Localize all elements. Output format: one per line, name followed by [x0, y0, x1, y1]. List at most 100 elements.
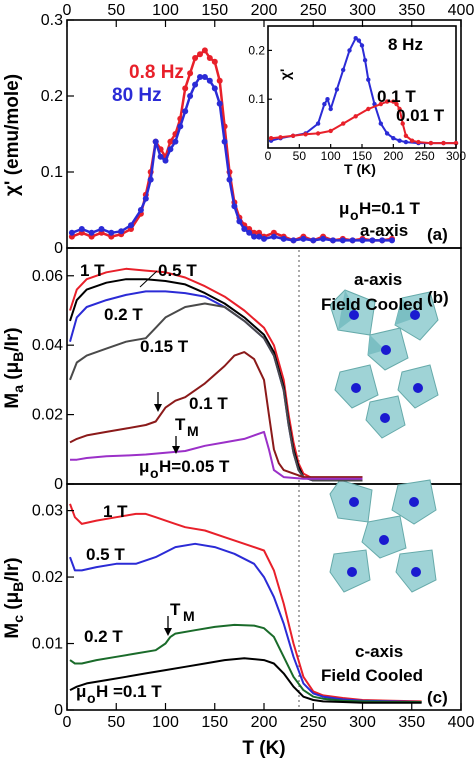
data-point-a-1-25 [226, 176, 233, 183]
data-point-a-1-39 [330, 237, 336, 244]
data-point-a-1-6 [128, 222, 134, 229]
c-tm-label: T [170, 600, 181, 619]
data-point-inset-0-10 [347, 48, 352, 53]
inset-legend-001t: 0.01 T [396, 106, 445, 125]
data-point-a-1-3 [98, 226, 105, 232]
top-tick-label-5: 250 [300, 2, 327, 19]
data-point-a-1-10 [152, 138, 159, 145]
b-label-02t: 0.2 T [104, 305, 143, 324]
data-point-a-0-13 [167, 138, 174, 145]
series-line-b-4 [69, 351, 363, 479]
x-axis-title: T (K) [242, 738, 285, 759]
inset-x-tick-label-2: 100 [321, 149, 341, 163]
panel-c-y-title: Mc (μB/Ir) [2, 557, 26, 638]
data-point-a-1-28 [241, 226, 248, 232]
bottom-tick-label-2: 100 [152, 714, 179, 731]
data-point-inset-1-6 [341, 121, 346, 126]
data-point-inset-1-17 [416, 139, 421, 145]
b-field-mu: μ [139, 457, 149, 476]
data-point-a-1-0 [68, 229, 75, 236]
data-point-inset-0-11 [353, 36, 358, 41]
top-tick-label-1: 50 [107, 2, 125, 19]
data-point-inset-0-12 [356, 38, 362, 43]
top-tick-label-3: 150 [201, 2, 228, 19]
data-point-inset-0-14 [362, 58, 368, 63]
panel-c-label: (c) [427, 688, 448, 707]
data-point-a-1-38 [320, 235, 327, 242]
data-point-inset-0-20 [397, 138, 402, 143]
data-point-inset-1-14 [400, 121, 405, 126]
top-tick-label-7: 350 [398, 2, 425, 19]
b-arrowhead-2 [172, 446, 180, 454]
c-field-value: H =0.1 T [96, 682, 162, 701]
data-point-a-1-26 [231, 203, 238, 210]
inset-x-tick-label-4: 200 [383, 149, 403, 163]
data-point-inset-0-6 [325, 97, 330, 102]
data-point-a-1-7 [137, 207, 144, 213]
y-tick-label-b-1: 0.02 [32, 407, 63, 424]
inset-x-tick-label-0: 0 [265, 149, 272, 163]
data-point-inset-1-7 [353, 114, 358, 119]
data-point-a-0-22 [211, 58, 218, 65]
b-label-1t: 1 T [80, 261, 105, 280]
data-point-inset-1-2 [290, 133, 296, 138]
data-point-inset-1-5 [328, 128, 333, 134]
data-point-inset-1-13 [397, 106, 402, 112]
series-line-c-1 [69, 542, 422, 703]
top-tick-label-4: 200 [251, 2, 278, 19]
data-point-a-1-34 [280, 235, 287, 242]
data-point-inset-0-7 [328, 106, 333, 112]
legend-80hz: 80 Hz [112, 85, 162, 106]
inset-x-tick-label-5: 250 [415, 149, 435, 163]
inset-title: 8 Hz [388, 35, 423, 54]
data-point-a-1-14 [172, 138, 179, 145]
crystal-structure-image [329, 289, 439, 593]
inset-y-tick-label-0: 0.1 [248, 92, 265, 106]
data-point-inset-0-21 [403, 139, 409, 145]
bottom-tick-label-0: 0 [63, 714, 72, 731]
data-point-a-1-40 [339, 237, 346, 244]
data-point-a-1-8 [142, 195, 149, 202]
bottom-tick-label-8: 400 [448, 714, 474, 731]
data-point-inset-0-18 [384, 131, 390, 136]
legend-08hz: 0.8 Hz [129, 62, 184, 83]
y-tick-label-c-3: 0.03 [32, 503, 63, 520]
y-tick-label-a-3: 0.3 [41, 12, 63, 29]
b-field-o: o [150, 465, 159, 481]
panel-a-field-value: H=0.1 T [359, 199, 421, 218]
y-tick-label-a-1: 0.1 [41, 164, 63, 181]
b-arrowhead-1 [154, 404, 162, 412]
data-point-a-0-17 [187, 70, 194, 77]
y-tick-label-a-2: 0.2 [41, 88, 63, 105]
data-point-a-0-18 [192, 55, 199, 61]
b-tm-sub: M [187, 423, 199, 439]
data-point-a-0-16 [182, 85, 189, 92]
data-point-a-1-5 [118, 228, 125, 235]
top-tick-label-2: 100 [152, 2, 179, 19]
chart-marks [68, 36, 459, 704]
data-point-inset-1-15 [403, 133, 409, 138]
c-tm-sub: M [183, 608, 195, 624]
data-point-a-1-32 [261, 235, 267, 242]
chart-ticks: 0 50 100 150 200 250 300 350 400 0 50 100 150 200 250 3… [32, 2, 474, 731]
data-point-inset-1-4 [315, 131, 321, 136]
inset-x-tick-label-1: 50 [293, 149, 307, 163]
inset-legend-01t: 0.1 T [377, 87, 416, 106]
data-point-a-0-21 [206, 55, 213, 61]
data-point-a-1-43 [369, 237, 376, 244]
top-tick-label-8: 400 [448, 2, 474, 19]
data-point-a-1-24 [221, 138, 228, 145]
data-point-a-1-45 [389, 237, 395, 244]
data-point-inset-1-10 [384, 99, 390, 104]
data-point-inset-1-11 [391, 99, 396, 104]
data-point-inset-0-13 [359, 43, 365, 48]
data-point-inset-1-18 [428, 140, 434, 146]
c-label-05t: 0.5 T [86, 545, 125, 564]
bottom-tick-label-5: 250 [300, 714, 327, 731]
panel-a-field-mu: μ [339, 199, 349, 218]
bottom-tick-label-3: 150 [201, 714, 228, 731]
data-point-inset-0-17 [378, 121, 383, 126]
b-label-05t: 0.5 T [158, 261, 197, 280]
inset-x-tick-label-3: 150 [352, 149, 372, 163]
